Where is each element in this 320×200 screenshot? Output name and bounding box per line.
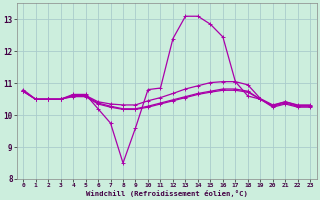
X-axis label: Windchill (Refroidissement éolien,°C): Windchill (Refroidissement éolien,°C) [86, 190, 248, 197]
